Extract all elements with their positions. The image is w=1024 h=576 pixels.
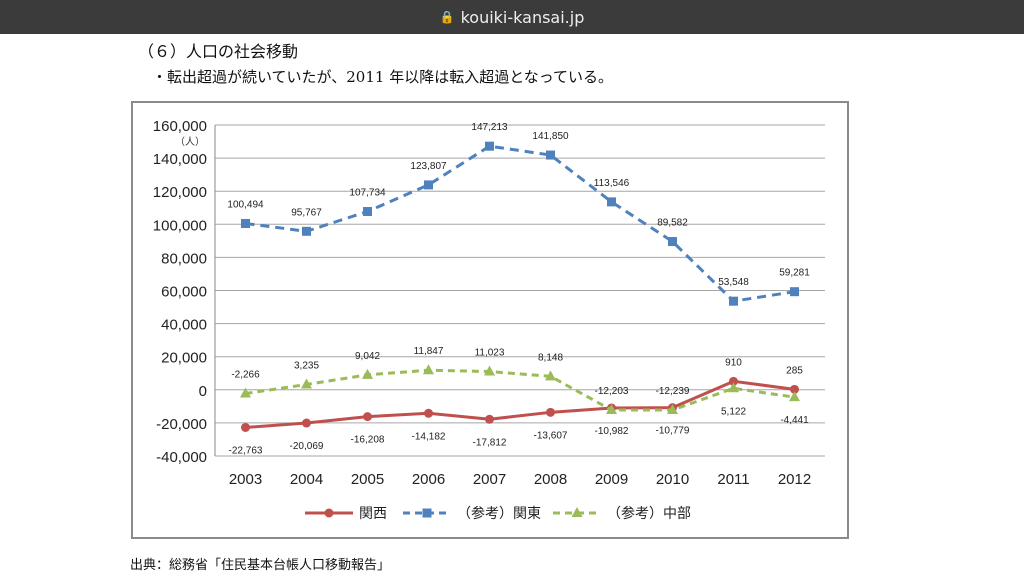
series-line-2 <box>245 368 795 412</box>
data-point <box>790 287 799 297</box>
legend-label: （参考）中部 <box>607 505 691 521</box>
data-point <box>240 387 251 398</box>
y-tick-label: 0 <box>199 383 207 400</box>
data-label: -10,779 <box>656 426 690 437</box>
y-tick-label: 20,000 <box>161 350 207 367</box>
data-point <box>302 226 311 236</box>
lock-icon: 🔒 <box>439 10 455 24</box>
data-label: 11,023 <box>475 348 505 359</box>
data-label: 5,122 <box>721 406 746 417</box>
data-point <box>363 207 372 217</box>
data-point <box>668 237 677 247</box>
data-point <box>790 384 799 394</box>
data-label: 910 <box>725 357 742 368</box>
data-label: -14,182 <box>412 431 446 442</box>
data-label: -12,239 <box>656 386 690 397</box>
data-point <box>424 180 433 190</box>
data-point <box>546 407 555 417</box>
y-tick-label: 100,000 <box>153 217 207 234</box>
data-label: 59,281 <box>779 268 810 279</box>
data-point <box>424 408 433 418</box>
data-point <box>302 418 311 428</box>
y-tick-label: 40,000 <box>161 317 207 334</box>
data-point <box>241 422 250 432</box>
url-text: kouiki-kansai.jp <box>460 7 585 27</box>
data-point <box>301 378 312 389</box>
data-label: 123,807 <box>410 161 447 172</box>
y-tick-label: 80,000 <box>161 250 207 267</box>
data-point <box>363 412 372 422</box>
data-label: 89,582 <box>657 218 688 229</box>
data-label: -10,982 <box>595 426 629 437</box>
y-tick-label: 140,000 <box>153 151 207 168</box>
y-tick-label: 160,000 <box>153 118 207 135</box>
data-point <box>485 141 494 151</box>
data-point <box>241 218 250 228</box>
y-axis-unit: （人） <box>175 136 205 148</box>
x-tick-label: 2011 <box>717 471 749 488</box>
series-line-1 <box>245 144 795 303</box>
data-label: -20,069 <box>290 441 324 452</box>
y-tick-label: -20,000 <box>156 416 207 433</box>
data-point <box>789 391 800 402</box>
data-label: -2,266 <box>231 370 260 381</box>
data-point <box>607 197 616 207</box>
legend-marker <box>324 508 334 518</box>
legend-label: （参考）関東 <box>457 505 541 521</box>
data-label: -13,607 <box>534 430 568 441</box>
x-tick-label: 2008 <box>534 471 567 488</box>
data-label: 107,734 <box>349 188 386 199</box>
data-label: -22,763 <box>229 445 263 456</box>
series-line-0 <box>245 379 795 429</box>
data-point <box>485 414 494 424</box>
x-tick-label: 2005 <box>351 471 384 488</box>
data-label: -17,812 <box>473 437 507 448</box>
data-label: 113,546 <box>594 178 630 189</box>
data-label: 53,548 <box>718 277 749 288</box>
y-tick-label: 60,000 <box>161 284 207 301</box>
data-point <box>546 150 555 160</box>
y-tick-label: 120,000 <box>153 184 207 201</box>
legend-marker <box>422 508 432 518</box>
data-label: 95,767 <box>291 207 322 218</box>
data-label: 141,850 <box>532 131 569 142</box>
source-note: 出典：総務省「住民基本台帳人口移動報告」 <box>130 558 391 573</box>
data-label: 147,213 <box>471 122 508 133</box>
x-tick-label: 2012 <box>778 471 811 488</box>
data-point <box>606 403 617 414</box>
data-point <box>729 376 738 386</box>
data-label: -12,203 <box>595 386 629 397</box>
data-label: -4,441 <box>780 415 809 426</box>
data-point <box>667 404 678 415</box>
data-point <box>545 370 556 381</box>
x-tick-label: 2004 <box>290 471 323 488</box>
browser-address-bar[interactable]: 🔒 kouiki-kansai.jp <box>0 0 1024 34</box>
data-label: 100,494 <box>227 199 264 210</box>
summary-text: ・転出超過が続いていたが、2011 年以降は転入超過となっている。 <box>152 68 613 86</box>
data-point <box>728 382 739 393</box>
data-point <box>362 368 373 379</box>
y-tick-label: -40,000 <box>156 449 207 466</box>
data-point <box>423 364 434 375</box>
legend-label: 関西 <box>359 505 387 521</box>
data-label: 11,847 <box>414 346 444 357</box>
line-chart: -40,000 -20,000 0 20,000 40,000 60,000 80,000 1… <box>153 118 825 521</box>
x-tick-label: 2003 <box>229 471 262 488</box>
data-label: 9,042 <box>355 351 380 362</box>
data-label: 8,148 <box>538 352 563 363</box>
x-tick-label: 2009 <box>595 471 628 488</box>
x-tick-label: 2010 <box>656 471 689 488</box>
data-label: -16,208 <box>351 435 385 446</box>
legend-marker <box>571 507 583 517</box>
data-point <box>484 365 495 376</box>
data-point <box>729 296 738 306</box>
section-heading: （６）人口の社会移動 <box>138 42 299 61</box>
data-label: 3,235 <box>294 360 319 371</box>
x-tick-label: 2007 <box>473 471 506 488</box>
chart-frame: -40,000 -20,000 0 20,000 40,000 60,000 80,000 1… <box>131 101 849 539</box>
data-label: 285 <box>786 365 803 376</box>
x-tick-label: 2006 <box>412 471 445 488</box>
